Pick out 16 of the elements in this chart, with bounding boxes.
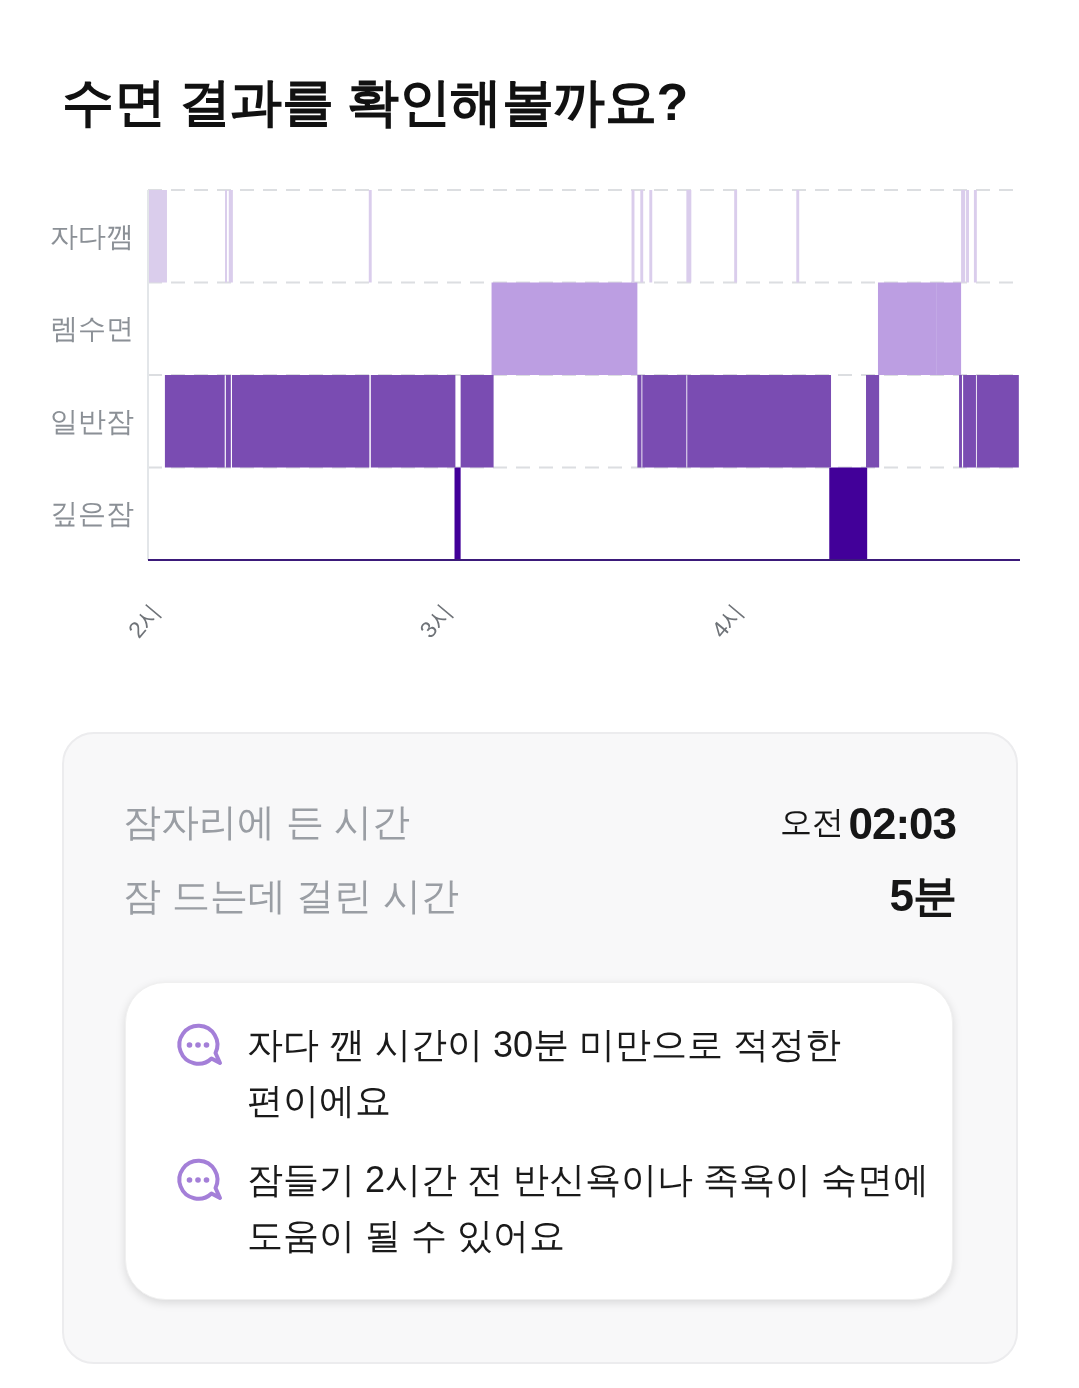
y-tick-label: 렘수면 — [50, 313, 134, 345]
x-tick-label: 3시 — [414, 598, 458, 643]
text: 오전 — [780, 804, 845, 840]
x-tick-label: 4시 — [706, 598, 750, 643]
text: 02:03 — [848, 799, 956, 848]
text: 자다 깬 시간이 30분 미만으로 적정한 편이에요 — [247, 1023, 843, 1123]
text: 잠 드는데 걸린 시간 — [123, 874, 459, 919]
y-tick-label: 일반잠 — [50, 405, 134, 437]
text: 잠자리에 든 시간 — [123, 800, 411, 845]
y-tick-label: 자다깸 — [50, 220, 134, 252]
chart-title: 수면 결과를 확인해볼까요? — [62, 72, 688, 133]
bar — [973, 190, 977, 283]
x-tick-label: 2시 — [122, 598, 166, 643]
text: 5분 — [889, 871, 956, 920]
text: 잠들기 2시간 전 반신욕이나 족욕이 숙면에 도움이 될 수 있어요 — [247, 1158, 931, 1258]
y-tick-label: 깊은잠 — [50, 498, 134, 530]
